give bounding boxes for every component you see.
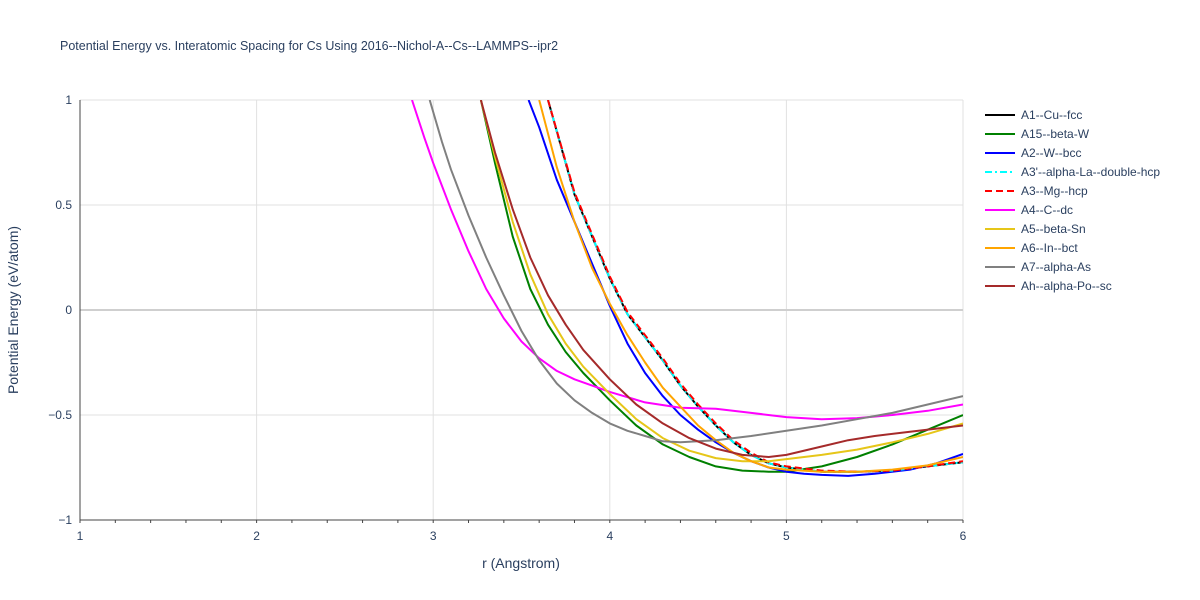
legend-label: A4--C--dc xyxy=(1021,203,1073,217)
legend-item[interactable]: A1--Cu--fcc xyxy=(985,108,1082,122)
legend-label: A3--Mg--hcp xyxy=(1021,184,1088,198)
series-line xyxy=(479,100,963,473)
y-tick-label: 0 xyxy=(65,303,72,317)
legend-label: A2--W--bcc xyxy=(1021,146,1081,160)
y-axis-title: Potential Energy (eV/atom) xyxy=(5,226,21,394)
legend-item[interactable]: Ah--alpha-Po--sc xyxy=(985,279,1112,293)
legend-label: A6--In--bct xyxy=(1021,241,1078,255)
legend-item[interactable]: A7--alpha-As xyxy=(985,260,1091,274)
legend-label: A5--beta-Sn xyxy=(1021,222,1086,236)
series-line xyxy=(479,100,963,458)
legend-item[interactable]: A3'--alpha-La--double-hcp xyxy=(985,165,1160,179)
legend-item[interactable]: A5--beta-Sn xyxy=(985,222,1086,236)
series-lines xyxy=(411,100,963,477)
series-line xyxy=(428,100,963,444)
legend-label: A3'--alpha-La--double-hcp xyxy=(1021,165,1160,179)
legend-item[interactable]: A4--C--dc xyxy=(985,203,1073,217)
x-tick-label: 6 xyxy=(960,529,967,543)
legend-label: A7--alpha-As xyxy=(1021,260,1091,274)
series-line xyxy=(479,100,963,463)
series-line xyxy=(538,100,963,473)
x-tick-label: 3 xyxy=(430,529,437,543)
axes xyxy=(79,100,964,523)
y-tick-label: −1 xyxy=(58,513,72,527)
legend[interactable]: A1--Cu--fcc A15--beta-W A2--W--bcc A3'--alp… xyxy=(985,108,1160,293)
x-axis-title: r (Angstrom) xyxy=(482,555,560,571)
legend-label: A1--Cu--fcc xyxy=(1021,108,1082,122)
x-tick-label: 4 xyxy=(606,529,613,543)
series-line xyxy=(547,100,963,473)
x-tick-label: 5 xyxy=(783,529,790,543)
legend-item[interactable]: A15--beta-W xyxy=(985,127,1090,141)
y-tick-label: 0.5 xyxy=(55,198,72,212)
legend-label: A15--beta-W xyxy=(1021,127,1090,141)
series-line xyxy=(411,100,963,421)
legend-item[interactable]: A2--W--bcc xyxy=(985,146,1081,160)
x-tick-label: 1 xyxy=(77,529,84,543)
tick-labels: 1 2 3 4 5 6 −1 −0.5 0 0.5 1 xyxy=(48,93,966,543)
y-tick-label: 1 xyxy=(65,93,72,107)
y-tick-label: −0.5 xyxy=(48,408,72,422)
legend-item[interactable]: A3--Mg--hcp xyxy=(985,184,1088,198)
chart-title: Potential Energy vs. Interatomic Spacing… xyxy=(60,39,558,53)
legend-item[interactable]: A6--In--bct xyxy=(985,241,1078,255)
legend-label: Ah--alpha-Po--sc xyxy=(1021,279,1112,293)
x-tick-label: 2 xyxy=(253,529,260,543)
